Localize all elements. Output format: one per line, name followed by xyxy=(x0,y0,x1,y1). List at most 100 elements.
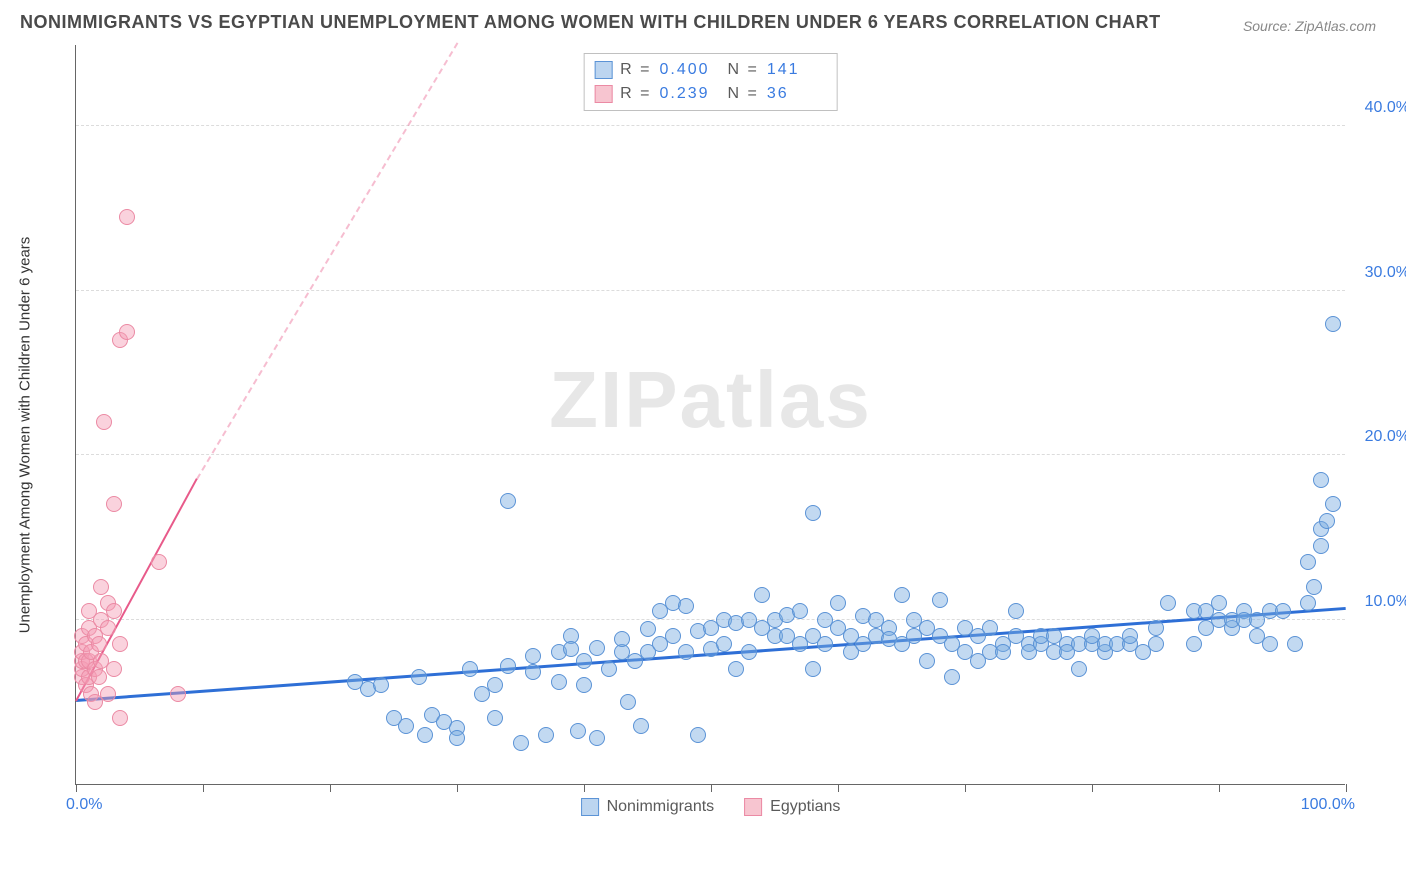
data-point xyxy=(678,644,694,660)
r-value-2: 0.239 xyxy=(660,82,720,106)
data-point xyxy=(500,493,516,509)
legend-swatch-2 xyxy=(744,798,762,816)
data-point xyxy=(894,587,910,603)
data-point xyxy=(570,723,586,739)
n-label-2: N = xyxy=(728,82,759,106)
bottom-legend: Nonimmigrants Egyptians xyxy=(581,798,841,816)
data-point xyxy=(640,621,656,637)
x-tick xyxy=(965,784,966,792)
x-tick xyxy=(584,784,585,792)
data-point xyxy=(112,636,128,652)
data-point xyxy=(805,661,821,677)
y-tick-label: 40.0% xyxy=(1365,99,1406,117)
data-point xyxy=(995,644,1011,660)
r-value-1: 0.400 xyxy=(660,58,720,82)
y-tick-label: 10.0% xyxy=(1365,593,1406,611)
data-point xyxy=(576,653,592,669)
data-point xyxy=(1287,636,1303,652)
data-point xyxy=(614,631,630,647)
trend-line xyxy=(196,42,458,479)
data-point xyxy=(1211,595,1227,611)
data-point xyxy=(1008,603,1024,619)
gridline xyxy=(76,125,1345,126)
stats-swatch-1 xyxy=(594,61,612,79)
data-point xyxy=(525,664,541,680)
chart-title: NONIMMIGRANTS VS EGYPTIAN UNEMPLOYMENT A… xyxy=(20,12,1161,33)
data-point xyxy=(106,661,122,677)
data-point xyxy=(1300,554,1316,570)
x-tick xyxy=(1346,784,1347,792)
data-point xyxy=(1319,513,1335,529)
gridline xyxy=(76,454,1345,455)
data-point xyxy=(589,640,605,656)
data-point xyxy=(538,727,554,743)
r-label-1: R = xyxy=(620,58,651,82)
data-point xyxy=(91,636,107,652)
data-point xyxy=(487,710,503,726)
data-point xyxy=(551,674,567,690)
y-tick-label: 20.0% xyxy=(1365,428,1406,446)
source-label: Source: ZipAtlas.com xyxy=(1243,18,1376,34)
data-point xyxy=(601,661,617,677)
data-point xyxy=(1148,620,1164,636)
data-point xyxy=(1325,316,1341,332)
data-point xyxy=(1325,496,1341,512)
data-point xyxy=(449,730,465,746)
data-point xyxy=(93,579,109,595)
x-tick xyxy=(838,784,839,792)
legend-label-1: Nonimmigrants xyxy=(607,798,715,816)
data-point xyxy=(1148,636,1164,652)
n-value-1: 141 xyxy=(767,58,827,82)
data-point xyxy=(119,209,135,225)
x-tick xyxy=(330,784,331,792)
stats-swatch-2 xyxy=(594,85,612,103)
data-point xyxy=(589,730,605,746)
data-point xyxy=(100,686,116,702)
legend-swatch-1 xyxy=(581,798,599,816)
x-tick xyxy=(203,784,204,792)
plot-area: ZIPatlas R = 0.400 N = 141 R = 0.239 N =… xyxy=(75,45,1345,785)
data-point xyxy=(398,718,414,734)
data-point xyxy=(106,603,122,619)
data-point xyxy=(487,677,503,693)
r-label-2: R = xyxy=(620,82,651,106)
data-point xyxy=(1160,595,1176,611)
legend-item-2: Egyptians xyxy=(744,798,840,816)
data-point xyxy=(830,595,846,611)
data-point xyxy=(665,628,681,644)
data-point xyxy=(1306,579,1322,595)
data-point xyxy=(462,661,478,677)
data-point xyxy=(690,727,706,743)
legend-item-1: Nonimmigrants xyxy=(581,798,715,816)
data-point xyxy=(678,598,694,614)
stats-row-2: R = 0.239 N = 36 xyxy=(594,82,827,106)
data-point xyxy=(576,677,592,693)
data-point xyxy=(100,620,116,636)
data-point xyxy=(112,710,128,726)
data-point xyxy=(944,669,960,685)
data-point xyxy=(1313,538,1329,554)
data-point xyxy=(106,496,122,512)
data-point xyxy=(754,587,770,603)
watermark-atlas: atlas xyxy=(680,355,872,444)
y-tick-label: 30.0% xyxy=(1365,264,1406,282)
data-point xyxy=(1275,603,1291,619)
n-label-1: N = xyxy=(728,58,759,82)
data-point xyxy=(500,658,516,674)
x-tick xyxy=(1092,784,1093,792)
data-point xyxy=(1186,636,1202,652)
stats-box: R = 0.400 N = 141 R = 0.239 N = 36 xyxy=(583,53,838,111)
data-point xyxy=(805,505,821,521)
data-point xyxy=(1071,661,1087,677)
stats-row-1: R = 0.400 N = 141 xyxy=(594,58,827,82)
data-point xyxy=(919,653,935,669)
x-tick xyxy=(457,784,458,792)
chart-container: Unemployment Among Women with Children U… xyxy=(45,45,1365,825)
y-axis-label: Unemployment Among Women with Children U… xyxy=(17,237,34,634)
data-point xyxy=(982,620,998,636)
data-point xyxy=(417,727,433,743)
data-point xyxy=(170,686,186,702)
data-point xyxy=(525,648,541,664)
data-point xyxy=(513,735,529,751)
data-point xyxy=(1122,628,1138,644)
